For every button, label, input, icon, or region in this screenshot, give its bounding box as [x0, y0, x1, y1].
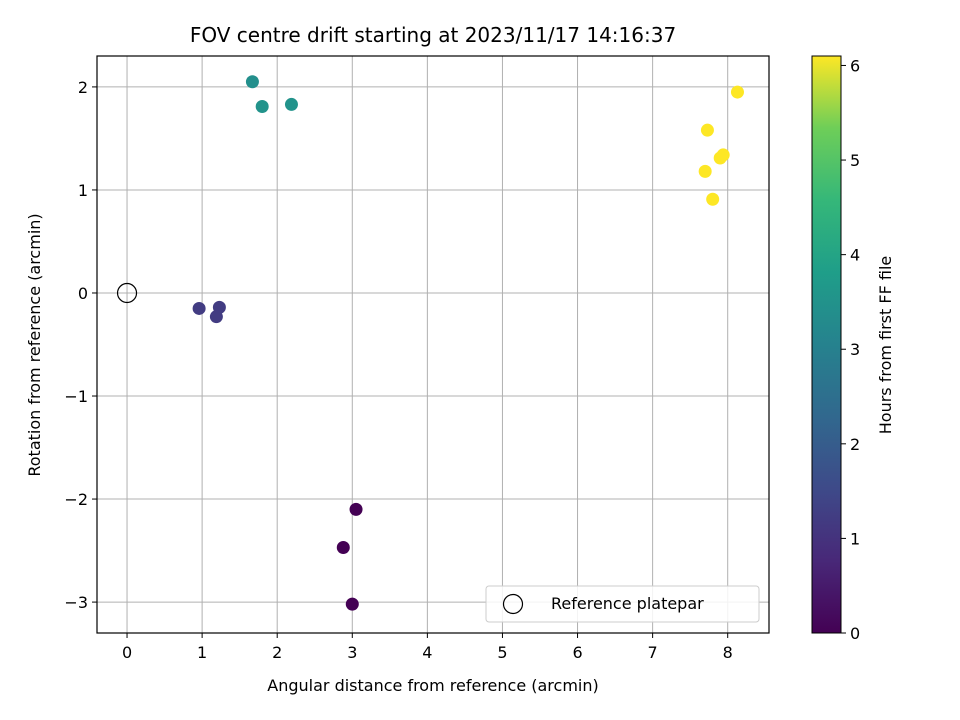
x-tick-label: 8: [723, 643, 733, 662]
legend: Reference platepar: [485, 585, 760, 623]
y-axis-label: Rotation from reference (arcmin): [25, 213, 44, 476]
x-tick-label: 4: [422, 643, 432, 662]
y-tick-label: 2: [78, 78, 88, 97]
colorbar-tick-label: 3: [850, 340, 860, 359]
colorbar-label: Hours from first FF file: [876, 256, 895, 435]
chart-title: FOV centre drift starting at 2023/11/17 …: [190, 23, 676, 47]
reference-point: [116, 282, 138, 304]
data-point: [706, 192, 720, 206]
grid: [97, 56, 769, 633]
colorbar-tick-label: 4: [850, 246, 860, 265]
y-tick-label: −2: [64, 490, 88, 509]
legend-reference-marker: [502, 593, 524, 615]
scatter-points: [116, 75, 744, 611]
data-point: [255, 99, 269, 113]
x-tick-label: 6: [572, 643, 582, 662]
y-tick-label: 1: [78, 181, 88, 200]
data-point: [284, 97, 298, 111]
data-point: [700, 123, 714, 137]
data-point: [698, 164, 712, 178]
y-axis-ticks: −3 −2 −1 0 1 2: [64, 78, 97, 612]
legend-box: [485, 585, 760, 623]
y-tick-label: −3: [64, 593, 88, 612]
legend-label: Reference platepar: [551, 594, 704, 613]
data-point: [245, 75, 259, 89]
x-axis-ticks: 0 1 2 3 4 5 6 7 8: [122, 633, 733, 662]
colorbar-gradient: [811, 55, 842, 634]
x-axis-label: Angular distance from reference (arcmin): [267, 676, 598, 695]
colorbar-tick-label: 1: [850, 529, 860, 548]
colorbar-tick-label: 2: [850, 435, 860, 454]
plot-frame: [96, 55, 770, 634]
x-tick-label: 2: [272, 643, 282, 662]
x-tick-label: 3: [347, 643, 357, 662]
colorbar-ticks: 0 1 2 3 4 5 6: [841, 56, 860, 643]
x-tick-label: 7: [648, 643, 658, 662]
y-tick-label: 0: [78, 284, 88, 303]
x-tick-label: 5: [497, 643, 507, 662]
x-tick-label: 1: [197, 643, 207, 662]
data-point: [192, 301, 206, 315]
data-point: [209, 310, 223, 324]
data-point: [730, 85, 744, 99]
y-tick-label: −1: [64, 387, 88, 406]
data-point: [349, 502, 363, 516]
x-tick-label: 0: [122, 643, 132, 662]
colorbar-tick-label: 6: [850, 56, 860, 75]
colorbar-tick-label: 0: [850, 624, 860, 643]
colorbar-tick-label: 5: [850, 151, 860, 170]
data-point: [345, 597, 359, 611]
data-point: [336, 540, 350, 554]
colorbar: 0 1 2 3 4 5 6 Hours from first FF file: [811, 55, 895, 643]
data-point: [716, 148, 730, 162]
